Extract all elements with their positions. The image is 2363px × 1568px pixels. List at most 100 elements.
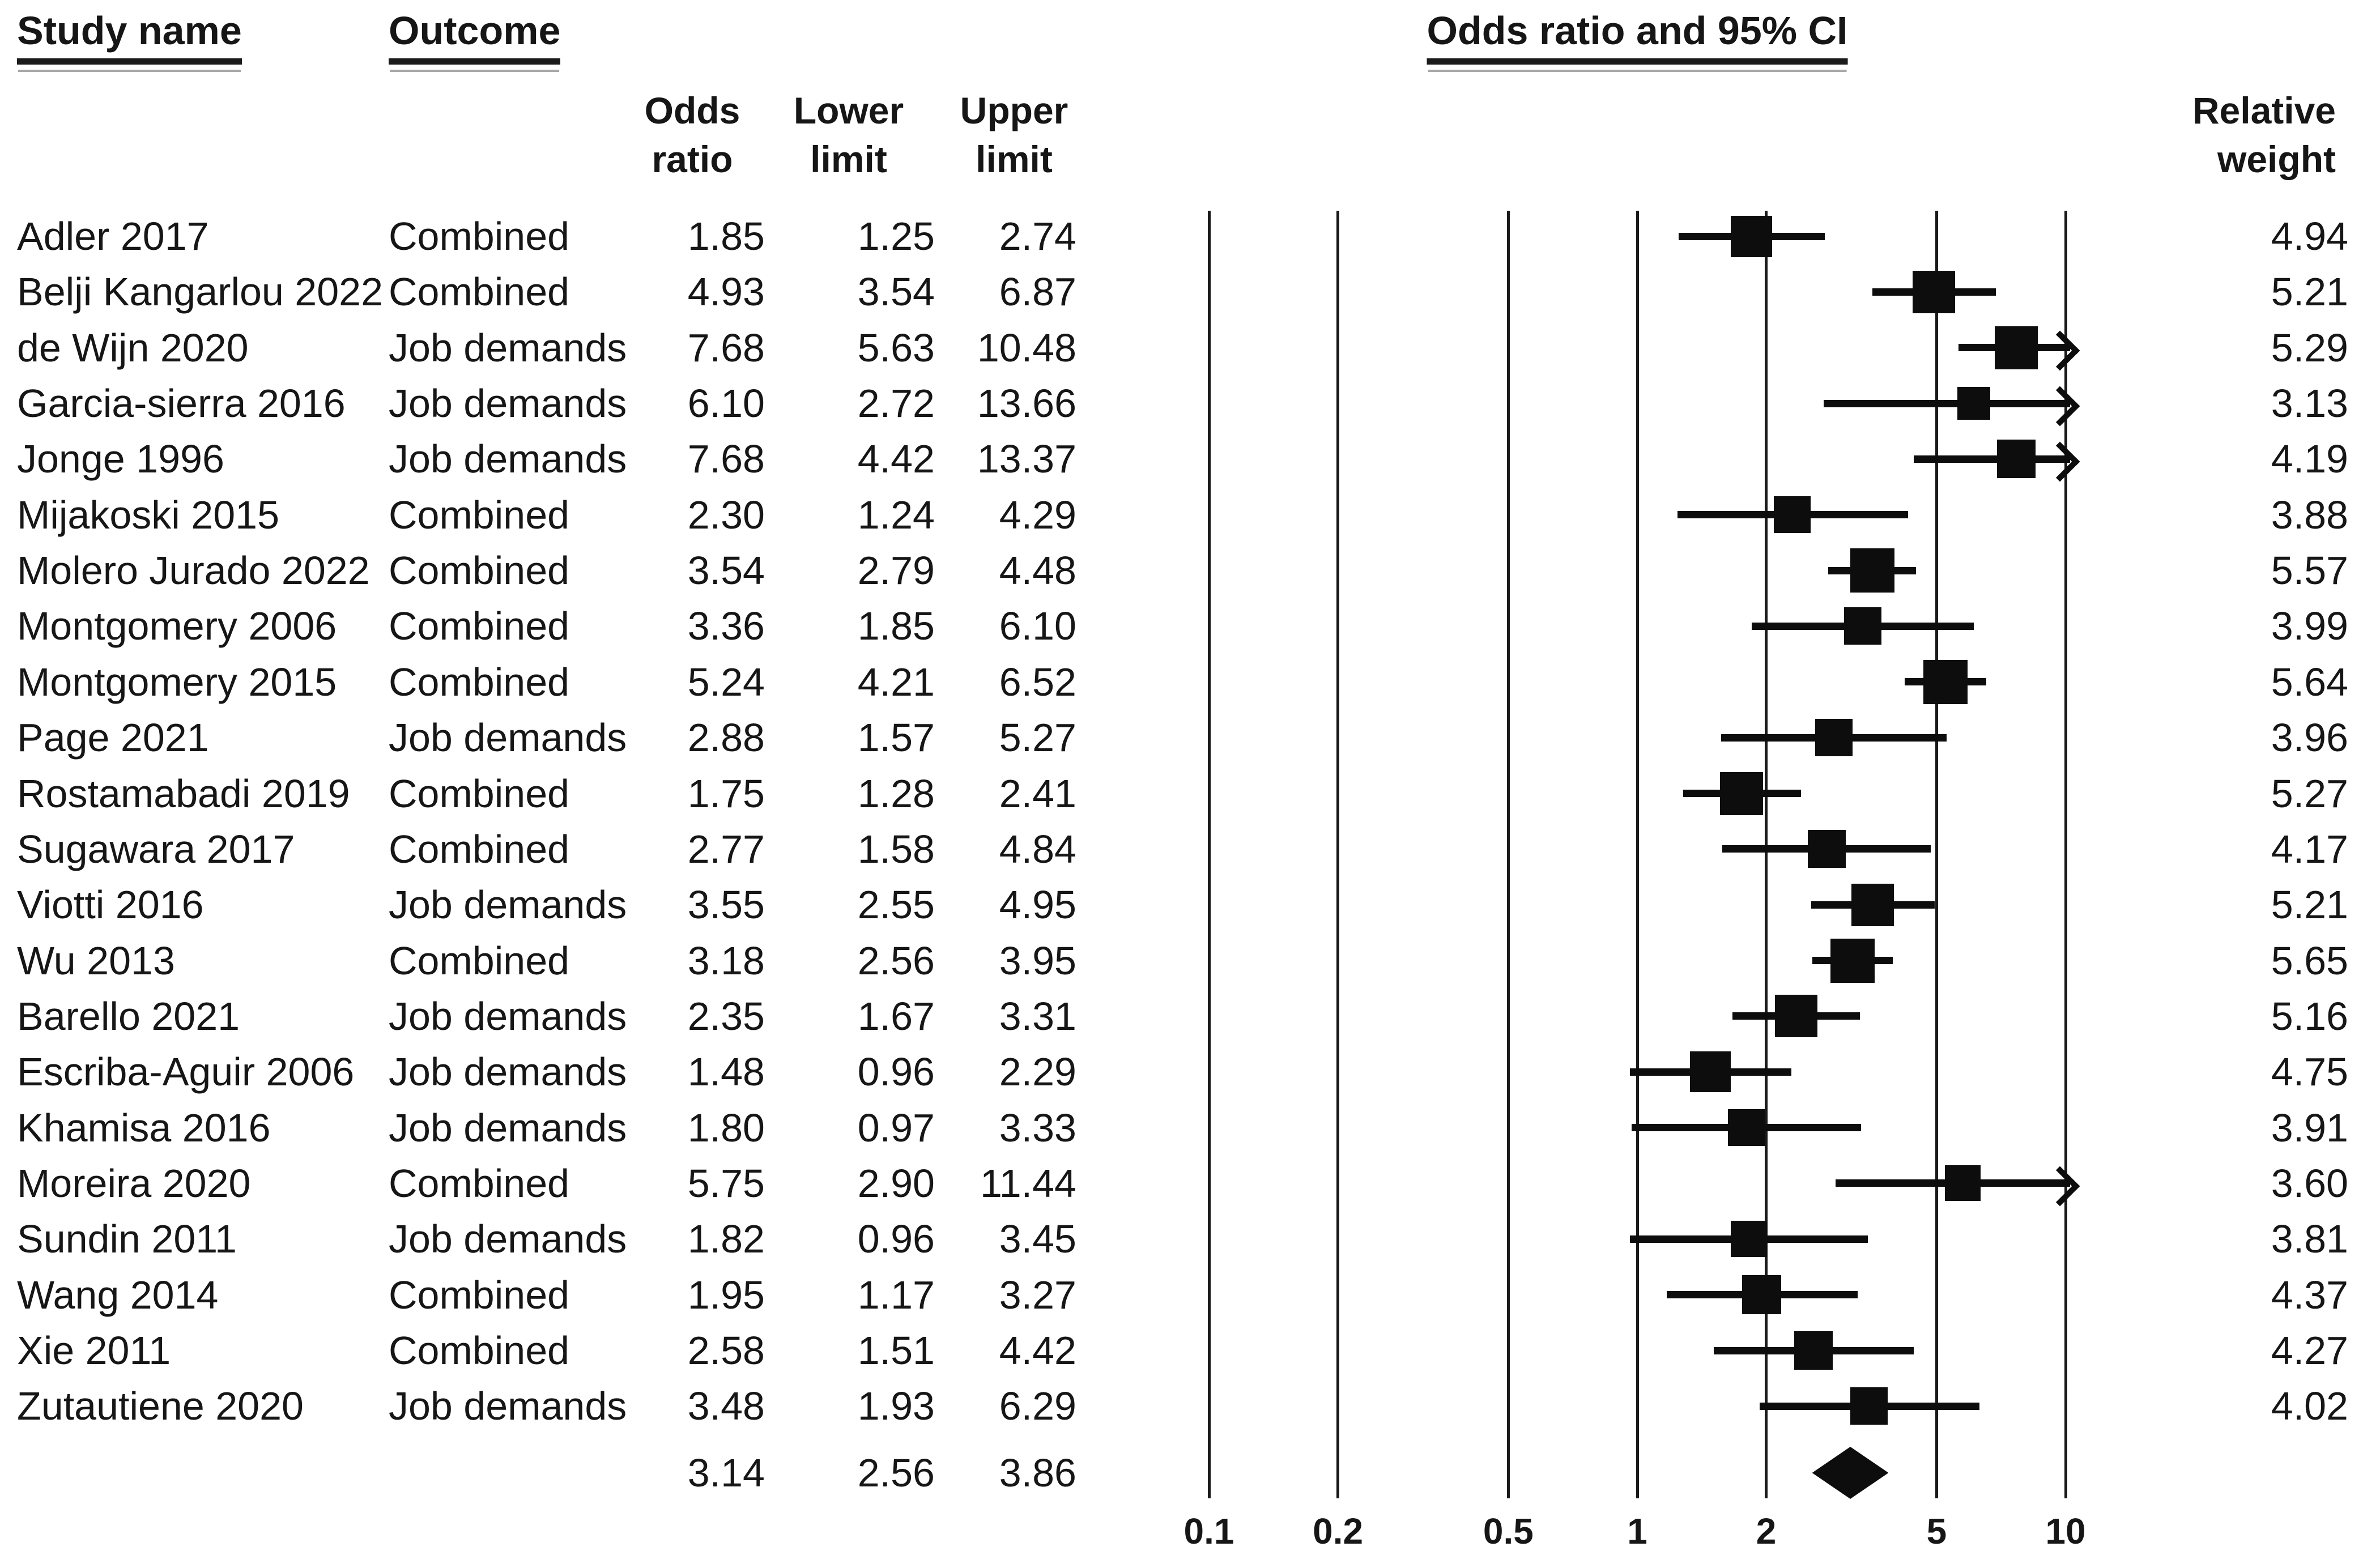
or-square (1843, 607, 1881, 645)
upper-limit-cell: 3.95 (999, 938, 1076, 983)
odds-ratio-cell: 3.48 (687, 1384, 765, 1429)
study-name-cell: Adler 2017 (17, 214, 209, 258)
gridline (1935, 211, 1938, 1498)
upper-limit-cell: 4.29 (999, 492, 1076, 537)
upper-limit-column-header-line1: Upper (960, 90, 1068, 131)
study-name-cell: Molero Jurado 2022 (17, 548, 370, 593)
outcome-cell: Combined (389, 1328, 570, 1373)
relative-weight-cell: 5.57 (2271, 548, 2348, 593)
outcome-cell: Job demands (389, 1217, 627, 1262)
axis-tick-label: 0.1 (1183, 1511, 1234, 1552)
or-square (1773, 496, 1811, 534)
lower-limit-cell: 0.96 (857, 1217, 935, 1262)
relative-weight-cell: 3.60 (2271, 1161, 2348, 1205)
outcome-cell: Combined (389, 214, 570, 258)
odds-ratio-cell: 2.30 (687, 492, 765, 537)
relative-weight-cell: 4.94 (2271, 214, 2348, 258)
axis-tick-label: 0.5 (1483, 1511, 1534, 1552)
plot-title: Odds ratio and 95% CI (1427, 8, 1848, 72)
upper-limit-cell: 10.48 (977, 325, 1076, 370)
ci-bar (1823, 399, 2070, 407)
odds-ratio-cell: 4.93 (687, 270, 765, 314)
upper-limit-cell: 13.37 (977, 437, 1076, 482)
lower-limit-cell: 0.97 (857, 1105, 935, 1150)
study-name-cell: Viotti 2016 (17, 883, 204, 927)
lower-limit-cell: 4.42 (857, 437, 935, 482)
lower-limit-cell: 1.93 (857, 1384, 935, 1429)
odds-ratio-cell: 3.36 (687, 604, 765, 649)
relative-weight-cell: 4.02 (2271, 1384, 2348, 1429)
relative-weight-column-header: Relative weight (2192, 86, 2336, 184)
outcome-cell: Job demands (389, 715, 627, 760)
upper-limit-column-header: Upper limit (960, 86, 1068, 184)
or-square (1913, 270, 1956, 313)
or-square (1730, 1221, 1767, 1258)
or-square (1997, 440, 2036, 479)
lower-limit-cell: 2.56 (857, 938, 935, 983)
lower-limit-column-header-line2: limit (810, 138, 887, 180)
outcome-cell: Job demands (389, 1050, 627, 1094)
odds-ratio-cell: 1.95 (687, 1272, 765, 1317)
summary-upper-limit-cell: 3.86 (999, 1451, 1076, 1495)
relative-weight-cell: 5.65 (2271, 938, 2348, 983)
outcome-cell: Job demands (389, 437, 627, 482)
or-square (1808, 830, 1846, 868)
axis-tick-label: 2 (1756, 1511, 1777, 1552)
upper-limit-cell: 6.29 (999, 1384, 1076, 1429)
odds-ratio-cell: 1.82 (687, 1217, 765, 1262)
or-square (1830, 938, 1875, 983)
upper-limit-cell: 11.44 (980, 1161, 1076, 1205)
axis-tick-label: 1 (1627, 1511, 1647, 1552)
outcome-cell: Job demands (389, 325, 627, 370)
odds-ratio-column-header-line1: Odds (644, 90, 740, 131)
lower-limit-cell: 1.25 (857, 214, 935, 258)
axis-tick-label: 5 (1926, 1511, 1947, 1552)
study-name-cell: Sugawara 2017 (17, 826, 295, 871)
or-square (1719, 772, 1763, 815)
odds-ratio-cell: 1.80 (687, 1105, 765, 1150)
gridline (1506, 211, 1510, 1498)
lower-limit-cell: 0.96 (857, 1050, 935, 1094)
upper-limit-cell: 3.33 (999, 1105, 1076, 1150)
or-square (1815, 719, 1853, 757)
gridline (1636, 211, 1639, 1498)
relative-weight-cell: 3.99 (2271, 604, 2348, 649)
lower-limit-cell: 1.57 (857, 715, 935, 760)
odds-ratio-cell: 7.68 (687, 437, 765, 482)
study-name-cell: Mijakoski 2015 (17, 492, 279, 537)
gridline (1336, 211, 1340, 1498)
odds-ratio-cell: 7.68 (687, 325, 765, 370)
relative-weight-cell: 4.75 (2271, 1050, 2348, 1094)
outcome-cell: Combined (389, 826, 570, 871)
relative-weight-cell: 5.16 (2271, 994, 2348, 1038)
lower-limit-column-header-line1: Lower (793, 90, 904, 131)
odds-ratio-cell: 3.55 (687, 883, 765, 927)
lower-limit-cell: 4.21 (857, 659, 935, 704)
outcome-cell: Job demands (389, 381, 627, 426)
study-name-header-label: Study name (17, 8, 242, 72)
outcome-cell: Combined (389, 548, 570, 593)
outcome-cell: Combined (389, 938, 570, 983)
relative-weight-cell: 4.27 (2271, 1328, 2348, 1373)
odds-ratio-cell: 6.10 (687, 381, 765, 426)
or-square (1689, 1051, 1731, 1093)
upper-limit-cell: 3.31 (999, 994, 1076, 1038)
relative-weight-cell: 4.19 (2271, 437, 2348, 482)
lower-limit-cell: 5.63 (857, 325, 935, 370)
odds-ratio-cell: 2.77 (687, 826, 765, 871)
study-name-cell: Wu 2013 (17, 938, 175, 983)
upper-limit-cell: 2.74 (999, 214, 1076, 258)
relative-weight-cell: 3.13 (2271, 381, 2348, 426)
lower-limit-cell: 2.90 (857, 1161, 935, 1205)
lower-limit-cell: 2.79 (857, 548, 935, 593)
relative-weight-column-header-line2: weight (2217, 138, 2336, 180)
or-square (1851, 883, 1894, 926)
lower-limit-cell: 1.51 (857, 1328, 935, 1373)
study-name-cell: Garcia-sierra 2016 (17, 381, 346, 426)
outcome-cell: Combined (389, 604, 570, 649)
odds-ratio-cell: 3.18 (687, 938, 765, 983)
study-name-cell: Wang 2014 (17, 1272, 219, 1317)
upper-limit-cell: 4.42 (999, 1328, 1076, 1373)
outcome-header-label: Outcome (389, 8, 561, 72)
